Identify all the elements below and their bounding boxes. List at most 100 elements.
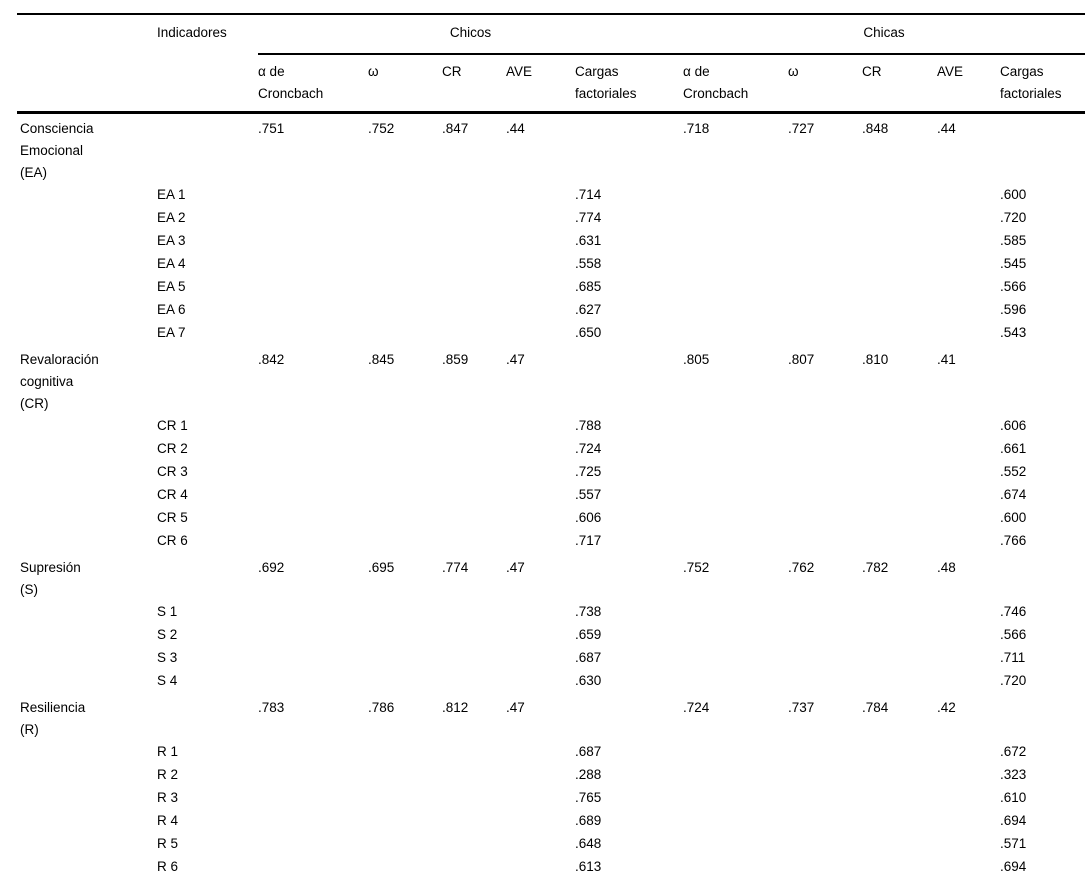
chicos-cargas-cell: .627 xyxy=(575,302,602,317)
chicos-cargas-cell: .650 xyxy=(575,325,602,340)
indicator-cell: R 1 xyxy=(157,744,179,759)
chicas-cr-cell: .810 xyxy=(862,352,889,367)
construct-row: Revaloración cognitiva (CR) .842 .845 .859.… xyxy=(17,345,1085,415)
indicator-cell: EA 7 xyxy=(157,325,186,340)
chicas-empty-cell xyxy=(862,670,937,693)
chicos-empty-cell xyxy=(442,484,506,507)
construct-label: Resiliencia (R) xyxy=(20,700,86,737)
metric-header-alpha-chicas: α de Croncbach xyxy=(683,54,789,114)
chicos-empty-cell xyxy=(258,670,368,693)
chicos-empty-cell xyxy=(506,833,575,856)
chicos-empty-cell xyxy=(442,624,506,647)
metric-header-label: Cargas factoriales xyxy=(1000,64,1062,101)
metric-header-cargas-chicas: Cargas factoriales xyxy=(1000,54,1086,114)
indicator-cell: EA 2 xyxy=(157,210,186,225)
chicos-empty-cell xyxy=(258,787,368,810)
construct-cell: Revaloración cognitiva (CR) xyxy=(17,345,157,415)
chicas-cargas-cell xyxy=(1000,113,1085,185)
chicas-empty-cell xyxy=(862,787,937,810)
group-header-row: Indicadores Chicos Chicas xyxy=(17,14,1086,55)
chicas-empty-cell xyxy=(788,530,862,553)
chicos-empty-cell xyxy=(258,647,368,670)
chicas-empty-cell xyxy=(683,484,788,507)
construct-cell xyxy=(17,415,157,438)
chicas-empty-cell xyxy=(683,299,788,322)
indicator-row: CR 4 .557 .674 xyxy=(17,484,1085,507)
reliability-table: Indicadores Chicos Chicas α de Croncbach… xyxy=(17,13,1086,871)
chicas-alpha-cell: .752 xyxy=(683,560,710,575)
chicos-omega-cell: .845 xyxy=(368,352,395,367)
chicos-empty-cell xyxy=(258,230,368,253)
chicas-empty-cell xyxy=(683,833,788,856)
chicas-cargas-cell: .766 xyxy=(1000,533,1027,548)
chicas-empty-cell xyxy=(937,276,1000,299)
chicos-empty-cell xyxy=(258,438,368,461)
chicas-empty-cell xyxy=(937,415,1000,438)
chicas-empty-cell xyxy=(683,530,788,553)
metric-header-empty xyxy=(17,54,157,114)
chicos-empty-cell xyxy=(442,833,506,856)
indicator-row: CR 5 .606 .600 xyxy=(17,507,1085,530)
chicas-cargas-cell xyxy=(1000,553,1085,601)
chicos-empty-cell xyxy=(258,601,368,624)
chicas-empty-cell xyxy=(788,276,862,299)
chicas-empty-cell xyxy=(788,741,862,764)
indicator-row: CR 6 .717 .766 xyxy=(17,530,1085,553)
construct-label: Revaloración cognitiva (CR) xyxy=(20,352,99,411)
chicos-alpha-cell: .692 xyxy=(258,560,285,575)
chicas-empty-cell xyxy=(937,484,1000,507)
indicator-row: EA 3 .631 .585 xyxy=(17,230,1085,253)
construct-cell xyxy=(17,647,157,670)
chicas-empty-cell xyxy=(683,764,788,787)
chicos-empty-cell xyxy=(506,438,575,461)
chicos-alpha-cell: .783 xyxy=(258,700,285,715)
chicos-empty-cell xyxy=(368,415,442,438)
chicas-empty-cell xyxy=(788,787,862,810)
chicos-empty-cell xyxy=(506,461,575,484)
construct-row: Consciencia Emocional (EA) .751 .752 .847 .4… xyxy=(17,113,1085,185)
chicas-empty-cell xyxy=(937,647,1000,670)
chicos-omega-cell: .786 xyxy=(368,700,395,715)
indicator-row: S 2 .659 .566 xyxy=(17,624,1085,647)
construct-cell xyxy=(17,624,157,647)
indicator-cell: CR 3 xyxy=(157,464,188,479)
chicas-cargas-cell: .566 xyxy=(1000,627,1027,642)
chicas-empty-cell xyxy=(937,787,1000,810)
chicos-empty-cell xyxy=(368,833,442,856)
chicas-empty-cell xyxy=(683,741,788,764)
chicas-cargas-cell: .585 xyxy=(1000,233,1027,248)
chicas-cargas-cell: .674 xyxy=(1000,487,1027,502)
chicos-empty-cell xyxy=(442,230,506,253)
chicos-empty-cell xyxy=(258,322,368,345)
chicos-empty-cell xyxy=(258,856,368,871)
chicos-empty-cell xyxy=(368,253,442,276)
chicas-empty-cell xyxy=(788,207,862,230)
chicos-empty-cell xyxy=(442,415,506,438)
chicos-empty-cell xyxy=(368,601,442,624)
chicos-empty-cell xyxy=(506,276,575,299)
chicas-empty-cell xyxy=(683,787,788,810)
chicos-empty-cell xyxy=(368,856,442,871)
chicas-empty-cell xyxy=(862,438,937,461)
chicas-empty-cell xyxy=(862,299,937,322)
indicator-row: CR 3 .725 .552 xyxy=(17,461,1085,484)
chicas-empty-cell xyxy=(937,507,1000,530)
chicos-empty-cell xyxy=(442,299,506,322)
chicas-empty-cell xyxy=(788,647,862,670)
chicos-cargas-cell: .288 xyxy=(575,767,602,782)
chicos-empty-cell xyxy=(368,299,442,322)
construct-cell xyxy=(17,670,157,693)
construct-cell xyxy=(17,764,157,787)
chicas-cr-cell: .784 xyxy=(862,700,889,715)
chicas-cargas-cell: .746 xyxy=(1000,604,1027,619)
chicos-cargas-cell: .687 xyxy=(575,744,602,759)
indicator-row: S 3 .687 .711 xyxy=(17,647,1085,670)
indicator-cell: R 2 xyxy=(157,767,179,782)
table-body: Consciencia Emocional (EA) .751 .752 .847 .4… xyxy=(17,113,1085,871)
chicas-empty-cell xyxy=(788,810,862,833)
chicas-cargas-cell: .543 xyxy=(1000,325,1027,340)
chicos-empty-cell xyxy=(368,438,442,461)
construct-cell xyxy=(17,856,157,871)
indicator-row: EA 7 .650 .543 xyxy=(17,322,1085,345)
indicator-row: CR 2 .724 .661 xyxy=(17,438,1085,461)
